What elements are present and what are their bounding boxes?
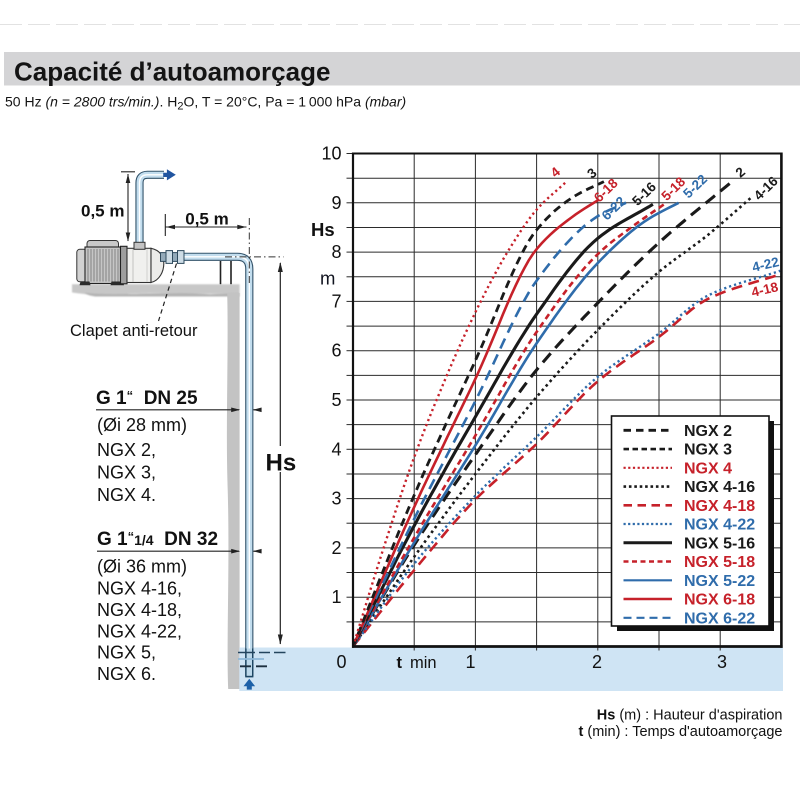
svg-text:Clapet anti-retour: Clapet anti-retour [70, 322, 198, 340]
svg-text:NGX 6.: NGX 6. [97, 664, 156, 684]
svg-text:9: 9 [331, 193, 341, 213]
svg-text:NGX 2: NGX 2 [684, 423, 732, 440]
svg-text:NGX 5-18: NGX 5-18 [684, 554, 755, 571]
svg-text:NGX 6-22: NGX 6-22 [684, 610, 755, 627]
svg-text:NGX 4-22,: NGX 4-22, [97, 622, 182, 642]
svg-text:4: 4 [331, 439, 341, 459]
svg-text:NGX 4-22: NGX 4-22 [684, 517, 755, 534]
svg-text:Capacité d’autoamorçage: Capacité d’autoamorçage [14, 57, 330, 87]
svg-text:2: 2 [592, 652, 602, 672]
svg-text:min: min [410, 654, 437, 672]
svg-text:6: 6 [331, 341, 341, 361]
svg-text:4-22: 4-22 [751, 254, 781, 275]
svg-text:4-18: 4-18 [750, 279, 780, 300]
svg-text:NGX 3: NGX 3 [684, 442, 732, 459]
svg-text:2: 2 [331, 538, 341, 558]
svg-text:0,5 m: 0,5 m [185, 210, 228, 229]
svg-text:1: 1 [331, 587, 341, 607]
svg-text:5: 5 [331, 390, 341, 410]
svg-text:7: 7 [331, 291, 341, 311]
svg-text:G 1“1/4 DN 32: G 1“1/4 DN 32 [97, 529, 218, 550]
svg-text:NGX 4-16,: NGX 4-16, [97, 579, 182, 599]
svg-text:0: 0 [336, 652, 346, 672]
svg-text:NGX 6-18: NGX 6-18 [684, 592, 755, 609]
svg-text:NGX 3,: NGX 3, [97, 463, 156, 483]
svg-text:0,5 m: 0,5 m [81, 202, 124, 221]
svg-text:(Øi 36 mm): (Øi 36 mm) [97, 557, 187, 577]
svg-text:NGX 4-16: NGX 4-16 [684, 479, 755, 496]
svg-text:NGX 4: NGX 4 [684, 460, 732, 477]
svg-text:Hs: Hs [266, 450, 297, 477]
svg-text:1: 1 [465, 652, 475, 672]
svg-text:NGX 4.: NGX 4. [97, 485, 156, 505]
svg-text:Hs (m) : Hauteur d'aspiration: Hs (m) : Hauteur d'aspiration [597, 708, 783, 724]
svg-text:3: 3 [331, 489, 341, 509]
svg-text:10: 10 [321, 144, 341, 164]
svg-text:NGX 5,: NGX 5, [97, 643, 156, 663]
svg-text:(Øi 28 mm): (Øi 28 mm) [97, 415, 187, 435]
svg-text:NGX 4-18,: NGX 4-18, [97, 600, 182, 620]
svg-text:NGX 5-22: NGX 5-22 [684, 573, 755, 590]
svg-text:G 1“ DN 25: G 1“ DN 25 [96, 388, 198, 409]
svg-text:m: m [320, 268, 335, 289]
svg-text:NGX 4-18: NGX 4-18 [684, 498, 755, 515]
svg-text:t: t [397, 654, 403, 672]
svg-text:50 Hz (n = 2800 trs/min.). H2O: 50 Hz (n = 2800 trs/min.). H2O, T = 20°C… [5, 94, 406, 113]
svg-text:Hs: Hs [311, 219, 335, 240]
svg-text:3: 3 [717, 652, 727, 672]
svg-text:NGX 5-16: NGX 5-16 [684, 535, 755, 552]
svg-text:NGX 2,: NGX 2, [97, 440, 156, 460]
svg-text:8: 8 [331, 242, 341, 262]
svg-text:t (min) : Temps d'autoamorçage: t (min) : Temps d'autoamorçage [579, 724, 783, 740]
